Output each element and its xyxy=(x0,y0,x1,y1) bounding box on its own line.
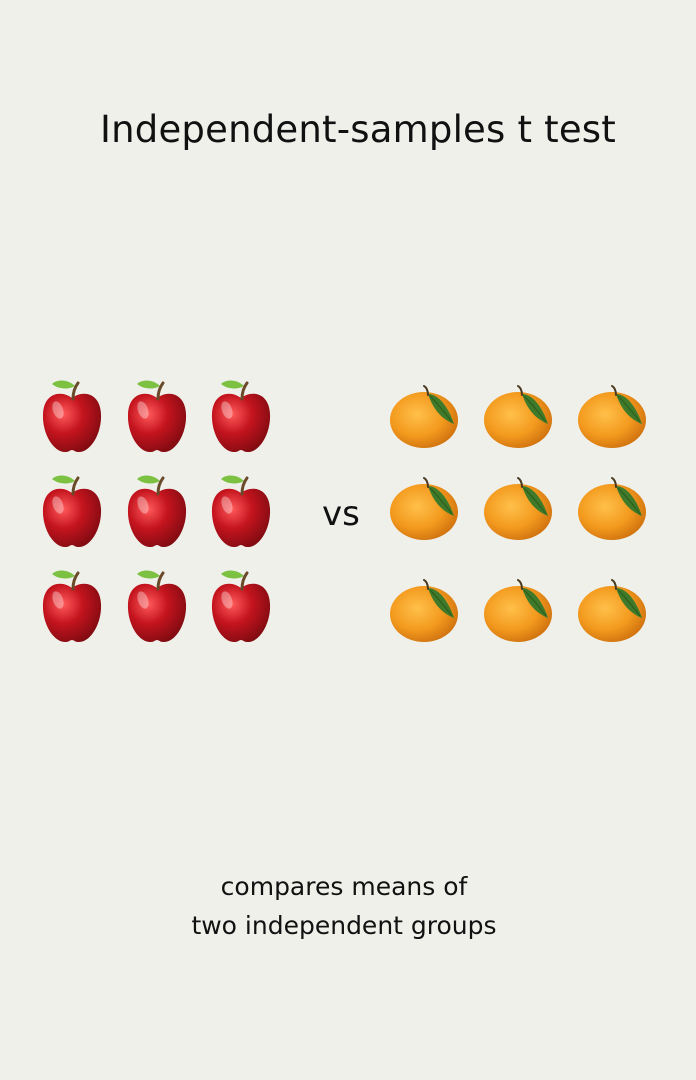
apple-group xyxy=(40,378,276,648)
caption-line-2: two independent groups xyxy=(191,911,497,940)
apple-icon xyxy=(40,378,104,454)
caption: compares means of two independent groups xyxy=(0,867,688,945)
apple-icon xyxy=(125,568,189,644)
orange-icon xyxy=(576,384,648,450)
apple-icon xyxy=(209,568,273,644)
orange-icon xyxy=(388,384,460,450)
apple-icon xyxy=(209,378,273,454)
apple-icon xyxy=(209,473,273,549)
apple-icon xyxy=(40,568,104,644)
diagram-title: Independent-samples t test xyxy=(100,108,616,151)
apple-icon xyxy=(125,473,189,549)
apple-icon xyxy=(40,473,104,549)
orange-icon xyxy=(482,578,554,644)
orange-icon xyxy=(388,578,460,644)
orange-icon xyxy=(482,384,554,450)
orange-icon xyxy=(482,476,554,542)
caption-line-1: compares means of xyxy=(220,872,468,901)
orange-icon xyxy=(576,578,648,644)
orange-icon xyxy=(388,476,460,542)
apple-icon xyxy=(125,378,189,454)
orange-group xyxy=(388,382,654,648)
vs-label: vs xyxy=(322,494,360,534)
orange-icon xyxy=(576,476,648,542)
